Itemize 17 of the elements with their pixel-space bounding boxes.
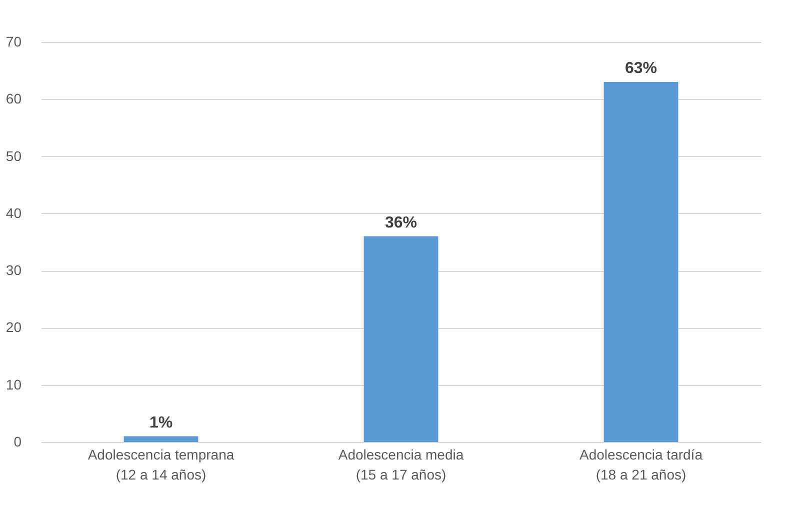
x-tick-label: Adolescencia tardía (18 a 21 años) <box>580 446 703 482</box>
y-tick-label: 40 <box>6 204 22 221</box>
y-tick-label: 60 <box>6 90 22 107</box>
y-tick-label: 20 <box>6 319 22 336</box>
y-tick-label: 0 <box>14 434 22 450</box>
y-tick-label: 10 <box>6 376 22 392</box>
y-tick-label: 50 <box>6 148 22 164</box>
y-tick-label: 70 <box>6 34 22 50</box>
y-tick-label: 30 <box>6 262 22 278</box>
data-label: 36% <box>384 214 418 232</box>
bar <box>124 436 198 442</box>
bar <box>364 236 438 442</box>
bar <box>604 82 678 442</box>
data-label: 1% <box>149 414 173 432</box>
x-tick-label: Adolescencia media (15 a 17 años) <box>338 446 464 482</box>
data-label: 63% <box>624 60 658 77</box>
x-tick-label: Adolescencia temprana (12 a 14 años) <box>88 446 234 482</box>
